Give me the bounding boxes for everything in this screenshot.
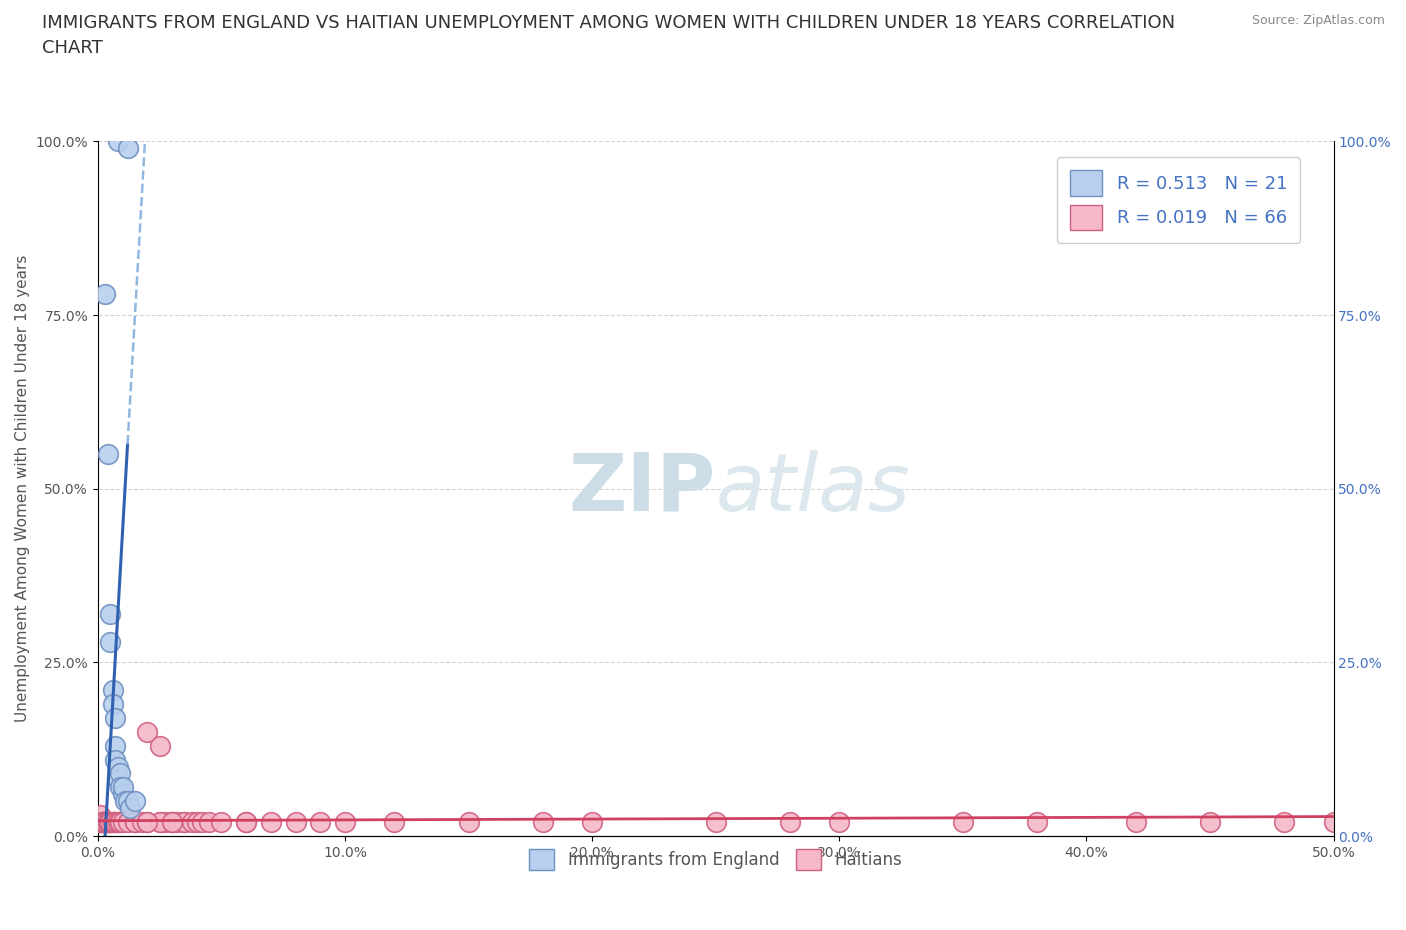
Point <box>952 815 974 830</box>
Point <box>779 815 801 830</box>
Point <box>124 815 146 830</box>
Point <box>309 815 332 830</box>
Point <box>108 766 131 781</box>
Point <box>186 815 208 830</box>
Point <box>117 794 139 809</box>
Point <box>104 815 127 830</box>
Point <box>149 815 172 830</box>
Point <box>104 752 127 767</box>
Point <box>166 815 188 830</box>
Point <box>111 787 134 802</box>
Point <box>211 815 233 830</box>
Point <box>89 808 111 823</box>
Point <box>114 794 136 809</box>
Point <box>97 446 120 461</box>
Point <box>98 815 121 830</box>
Point <box>101 697 124 711</box>
Point <box>94 815 117 830</box>
Point <box>1199 815 1222 830</box>
Text: Source: ZipAtlas.com: Source: ZipAtlas.com <box>1251 14 1385 27</box>
Point <box>101 815 124 830</box>
Point <box>333 815 356 830</box>
Point <box>94 286 117 301</box>
Point <box>284 815 307 830</box>
Point <box>91 815 114 830</box>
Point <box>124 815 146 830</box>
Point <box>828 815 851 830</box>
Point <box>107 815 129 830</box>
Point <box>136 815 159 830</box>
Point <box>1322 815 1344 830</box>
Point <box>104 711 127 725</box>
Point <box>91 815 114 830</box>
Point <box>89 815 111 830</box>
Point <box>160 815 183 830</box>
Point <box>98 606 121 621</box>
Point <box>457 815 479 830</box>
Point <box>190 815 212 830</box>
Point <box>581 815 603 830</box>
Text: atlas: atlas <box>716 450 911 527</box>
Point <box>107 134 129 149</box>
Point <box>111 780 134 795</box>
Point <box>101 815 124 830</box>
Point <box>235 815 257 830</box>
Point <box>180 815 202 830</box>
Point <box>97 815 120 830</box>
Point <box>111 815 134 830</box>
Point <box>94 815 117 830</box>
Point <box>107 759 129 774</box>
Point <box>149 738 172 753</box>
Point <box>107 815 129 830</box>
Point <box>108 815 131 830</box>
Text: ZIP: ZIP <box>568 450 716 527</box>
Point <box>104 815 127 830</box>
Point <box>91 815 114 830</box>
Point <box>94 815 117 830</box>
Point <box>97 815 120 830</box>
Point <box>1272 815 1295 830</box>
Point <box>153 815 176 830</box>
Point <box>384 815 406 830</box>
Point <box>89 815 111 830</box>
Point <box>1026 815 1049 830</box>
Point <box>173 815 195 830</box>
Legend: Immigrants from England, Haitians: Immigrants from England, Haitians <box>523 843 908 876</box>
Point <box>704 815 727 830</box>
Point <box>118 801 141 816</box>
Point <box>101 683 124 698</box>
Point <box>107 773 129 788</box>
Point <box>160 815 183 830</box>
Point <box>149 815 172 830</box>
Point <box>260 815 283 830</box>
Point <box>91 815 114 830</box>
Point <box>104 738 127 753</box>
Point <box>136 815 159 830</box>
Point <box>136 724 159 739</box>
Point <box>1125 815 1147 830</box>
Y-axis label: Unemployment Among Women with Children Under 18 years: Unemployment Among Women with Children U… <box>15 255 30 723</box>
Point <box>98 815 121 830</box>
Point <box>131 815 153 830</box>
Point <box>117 141 139 156</box>
Point <box>94 815 117 830</box>
Point <box>89 815 111 830</box>
Point <box>124 794 146 809</box>
Point <box>117 815 139 830</box>
Point <box>98 634 121 649</box>
Point <box>235 815 257 830</box>
Point <box>173 815 195 830</box>
Point <box>198 815 221 830</box>
Point <box>97 815 120 830</box>
Text: IMMIGRANTS FROM ENGLAND VS HAITIAN UNEMPLOYMENT AMONG WOMEN WITH CHILDREN UNDER : IMMIGRANTS FROM ENGLAND VS HAITIAN UNEMP… <box>42 14 1175 57</box>
Point <box>108 780 131 795</box>
Point <box>531 815 554 830</box>
Point <box>160 815 183 830</box>
